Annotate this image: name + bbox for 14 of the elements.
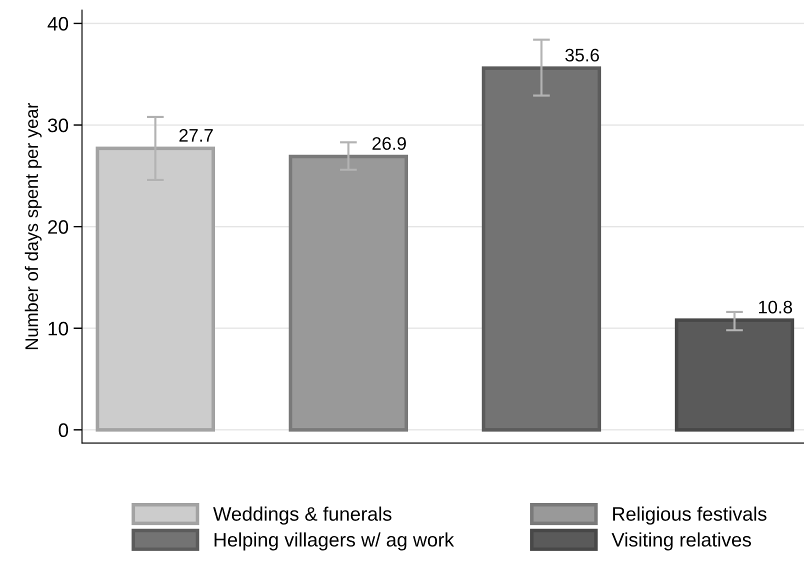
data-label: 27.7	[179, 129, 213, 142]
y-axis-title: Number of days spent per year	[24, 102, 42, 350]
y-tick-label: 40	[48, 16, 68, 31]
y-tick-label: 30	[48, 118, 68, 132]
data-label: 26.9	[372, 137, 406, 150]
y-tick-label: 10	[48, 322, 68, 336]
legend-label: Religious festivals	[613, 506, 766, 525]
legend-label: Weddings & funerals	[213, 506, 392, 525]
legend-label: Visiting relatives	[612, 532, 751, 550]
legend-label: Helping villagers w/ ag work	[214, 532, 454, 550]
y-tick-label: 0	[58, 423, 68, 438]
y-tick-label: 20	[48, 220, 68, 234]
data-label: 10.8	[759, 300, 792, 314]
data-label: 35.6	[565, 48, 599, 62]
